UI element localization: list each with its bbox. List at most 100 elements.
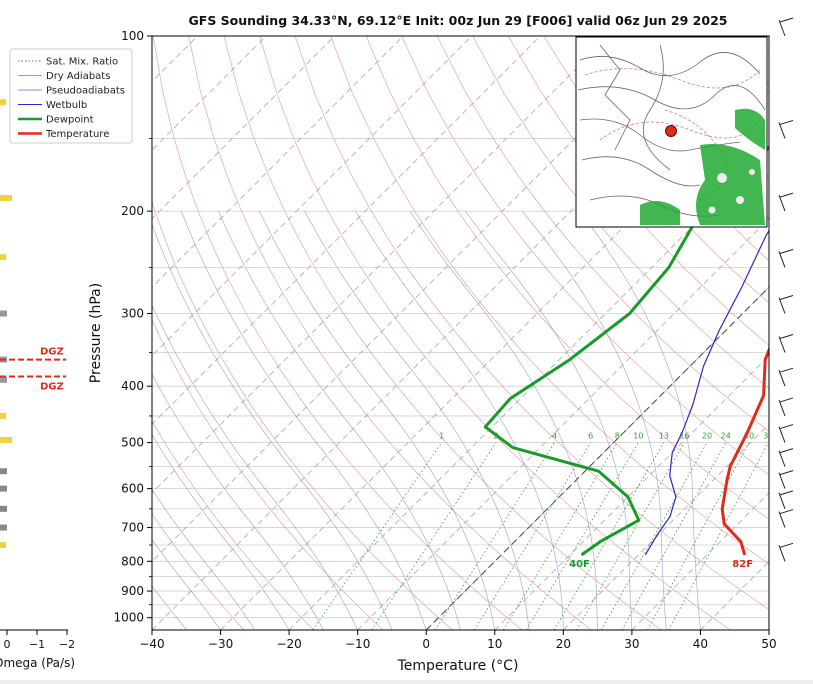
x-tick-label: −20: [276, 637, 301, 651]
wind-barb: [778, 511, 786, 528]
wind-barb-flag: [779, 509, 794, 515]
wind-barb-flag: [779, 119, 794, 125]
mixing-ratio-line: [371, 442, 497, 630]
omega-panel: 0 −1 −2 Omega (Pa/s) DGZ DGZ: [0, 99, 75, 670]
dry-adiabat: [543, 36, 769, 304]
legend-label: Dewpoint: [46, 115, 94, 126]
mixing-ratio-label: 6: [588, 432, 593, 441]
dry-adiabat: [152, 318, 384, 630]
wind-barb-flag: [779, 248, 794, 254]
dgz-label: DGZ: [40, 347, 64, 358]
legend-label: Temperature: [45, 129, 109, 140]
omega-bar: [0, 505, 7, 512]
legend-label: Sat. Mix. Ratio: [46, 57, 118, 68]
wind-barb-flag: [779, 333, 794, 339]
pseudoadiabat: [304, 210, 530, 630]
mixing-ratio-label: 20: [702, 432, 712, 441]
wind-barb-flag: [779, 367, 794, 373]
dry-adiabat: [152, 200, 453, 630]
mixing-ratio-line: [668, 442, 769, 630]
x-tick-label: −10: [345, 637, 370, 651]
omega-bar: [0, 412, 6, 419]
y-axis-label: Pressure (hPa): [88, 283, 104, 383]
mixing-ratio-line: [621, 442, 727, 630]
mixing-ratio-line: [576, 442, 685, 630]
isotherm-line: [288, 149, 769, 630]
y-axis: 100 200 300 400 500 600 700 800 900 1000: [113, 29, 152, 625]
y-tick-label: 100: [121, 29, 144, 43]
wind-barb: [778, 399, 786, 417]
wind-barb: [778, 472, 786, 489]
surface-label: 82F: [732, 559, 753, 570]
wind-barb: [778, 370, 786, 387]
isotherm-line: [563, 423, 769, 630]
mixing-ratio-label: 4: [552, 432, 557, 441]
pseudoadiabat: [465, 210, 633, 630]
x-tick-label: 50: [761, 637, 776, 651]
y-tick-label: 1000: [113, 611, 144, 625]
mixing-ratio-line: [474, 442, 592, 630]
y-tick-label: 700: [121, 521, 144, 535]
dry-adiabat: [330, 36, 769, 565]
omega-bar: [0, 524, 7, 531]
wind-barb: [778, 251, 786, 268]
wind-barb: [778, 450, 786, 467]
omega-bar: [0, 195, 12, 202]
dry-adiabat: [436, 36, 769, 432]
x-axis-label: Temperature (°C): [397, 658, 519, 674]
dry-adiabat: [507, 36, 769, 346]
wetbulb-line: [644, 229, 769, 556]
pseudoadiabat: [521, 210, 667, 630]
wind-barb-flag: [779, 470, 794, 476]
omega-bar: [0, 254, 6, 261]
mixing-ratio-label: 36: [763, 432, 773, 441]
y-tick-label: 300: [121, 307, 144, 321]
dry-adiabat: [259, 36, 731, 630]
wind-barb-flag: [779, 542, 794, 548]
pseudoadiabat: [218, 210, 461, 630]
mixing-ratio-label: 8: [615, 432, 620, 441]
dry-adiabat: [792, 36, 813, 630]
x-axis: −40 −30 −20 −10 0 10 20 30 40 50: [139, 630, 777, 651]
mixing-ratio-label: 1: [439, 432, 444, 441]
legend-label: Dry Adiabats: [46, 71, 110, 82]
omega-bar: [0, 310, 7, 317]
x-tick-label: 20: [556, 637, 571, 651]
x-tick-label: 0: [422, 637, 430, 651]
omega-bar: [0, 99, 6, 106]
wind-barb: [778, 297, 786, 314]
dry-adiabat: [152, 513, 245, 630]
wind-barb: [778, 492, 786, 510]
omega-bar: [0, 485, 7, 492]
omega-axis-label: Omega (Pa/s): [0, 656, 75, 670]
wind-barb: [778, 194, 786, 212]
surface-labels: 82F 40F: [569, 559, 753, 570]
isotherm-line: [494, 355, 769, 630]
wind-barbs: [778, 17, 794, 562]
omega-bar: [0, 376, 7, 383]
x-tick-label: −30: [208, 637, 233, 651]
x-tick-label: 10: [487, 637, 502, 651]
isotherm-line: [152, 36, 541, 425]
wind-barb: [778, 545, 786, 562]
dry-adiabat: [188, 36, 592, 630]
wind-barb-flag: [779, 448, 794, 454]
pseudoadiabat: [152, 488, 256, 630]
legend: Sat. Mix. Ratio Dry Adiabats Pseudoadiabat…: [9, 48, 133, 144]
wind-barb-flag: [779, 192, 794, 198]
omega-tick-label: −2: [59, 638, 75, 651]
mixing-ratio-label: 10: [633, 432, 643, 441]
background-grid: [152, 36, 813, 630]
dry-adiabat: [152, 36, 523, 630]
pseudoadiabat: [180, 210, 427, 630]
dgz-label: DGZ: [40, 382, 64, 393]
omega-tick-label: 0: [4, 638, 11, 651]
legend-label: Pseudoadiabats: [46, 86, 125, 97]
wind-barb: [778, 336, 786, 353]
mixing-ratio-line: [502, 442, 618, 630]
x-tick-label: 30: [624, 637, 639, 651]
temperature-line: [720, 346, 769, 556]
pseudoadiabat: [258, 210, 496, 630]
pseudoadiabat: [152, 539, 221, 630]
